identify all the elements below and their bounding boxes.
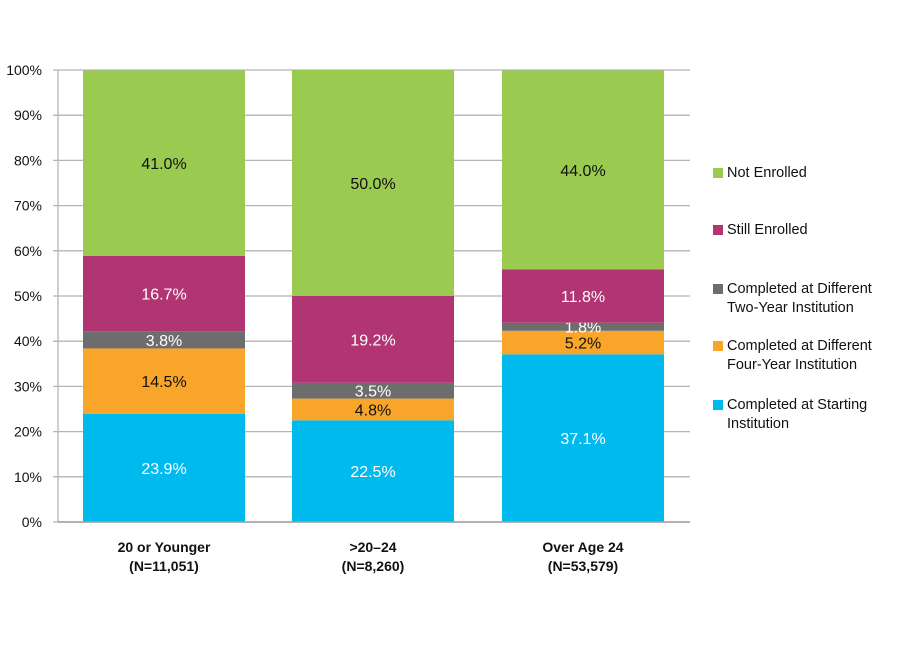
x-category-sublabel: (N=8,260) <box>342 558 405 574</box>
data-label: 50.0% <box>350 176 395 193</box>
legend-label: Completed at Starting Institution <box>727 397 868 432</box>
legend-swatch <box>713 225 723 235</box>
data-label: 22.5% <box>350 464 395 481</box>
y-tick-label: 60% <box>14 243 42 259</box>
data-label: 11.8% <box>561 289 605 306</box>
legend-item-still-enrolled: Still Enrolled <box>713 221 898 240</box>
bar-segment <box>292 420 454 522</box>
x-category-label: >20–24 <box>349 539 396 555</box>
y-tick-label: 10% <box>14 469 42 485</box>
bar-segment <box>502 70 664 270</box>
bar-segment <box>292 70 454 296</box>
x-category-label: 20 or Younger <box>118 539 211 555</box>
y-tick-label: 70% <box>14 198 42 214</box>
legend-item-starting: Completed at Starting Institution <box>713 396 898 434</box>
bar-segment <box>83 331 245 349</box>
legend-swatch <box>713 400 723 410</box>
legend-label: Still Enrolled <box>727 222 808 238</box>
data-label: 19.2% <box>350 332 395 349</box>
legend-swatch <box>713 341 723 351</box>
y-tick-label: 50% <box>14 288 42 304</box>
legend-label: Completed at Different Four-Year Institut… <box>727 338 872 373</box>
data-label: 1.8% <box>565 320 601 337</box>
data-label: 5.2% <box>565 336 601 353</box>
data-label: 37.1% <box>560 431 605 448</box>
data-label: 44.0% <box>560 163 605 180</box>
legend-label: Completed at Different Two-Year Instituti… <box>727 281 872 316</box>
legend-item-four-year: Completed at Different Four-Year Institut… <box>713 337 898 375</box>
legend-swatch <box>713 284 723 294</box>
legend-swatch <box>713 168 723 178</box>
y-tick-label: 90% <box>14 107 42 123</box>
data-label: 23.9% <box>141 461 186 478</box>
bar-segment <box>292 398 454 421</box>
data-label: 4.8% <box>355 402 391 419</box>
y-tick-label: 20% <box>14 424 42 440</box>
bar-segment <box>502 322 664 331</box>
data-label: 41.0% <box>141 156 186 173</box>
bar-segment <box>292 382 454 399</box>
x-category-label: Over Age 24 <box>542 539 623 555</box>
data-label: 3.8% <box>146 333 182 350</box>
y-tick-label: 80% <box>14 152 42 168</box>
data-label: 14.5% <box>141 374 186 391</box>
data-label: 16.7% <box>141 287 186 304</box>
y-tick-label: 30% <box>14 378 42 394</box>
legend-label: Not Enrolled <box>727 165 807 181</box>
bar-segment <box>502 354 664 522</box>
bar-segment <box>83 70 245 256</box>
legend-item-two-year: Completed at Different Two-Year Instituti… <box>713 280 898 318</box>
y-tick-label: 40% <box>14 333 42 349</box>
x-category-sublabel: (N=53,579) <box>548 558 618 574</box>
bar-segment <box>502 269 664 323</box>
legend-item-not-enrolled: Not Enrolled <box>713 164 898 183</box>
bar-segment <box>502 330 664 355</box>
bar-segment <box>83 255 245 332</box>
x-category-sublabel: (N=11,051) <box>129 558 199 574</box>
bar-segment <box>292 296 454 383</box>
y-tick-label: 0% <box>22 514 42 530</box>
bar-segment <box>83 348 245 414</box>
bar-segment <box>83 413 245 522</box>
y-tick-label: 100% <box>6 62 42 78</box>
data-label: 3.5% <box>355 384 391 401</box>
